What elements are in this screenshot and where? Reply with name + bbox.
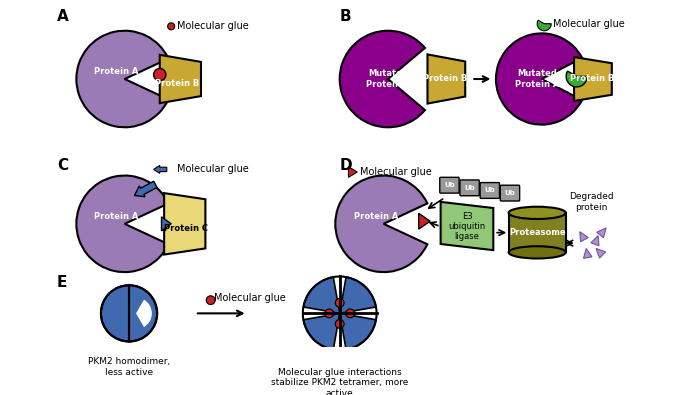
FancyArrow shape	[134, 181, 157, 197]
Text: Mutated
Protein A: Mutated Protein A	[515, 69, 560, 89]
Text: D: D	[340, 158, 352, 173]
Text: Protein B: Protein B	[423, 75, 467, 83]
Polygon shape	[161, 217, 171, 231]
FancyBboxPatch shape	[500, 185, 520, 201]
Polygon shape	[596, 248, 605, 258]
Text: Molecular glue: Molecular glue	[553, 19, 625, 29]
Text: Ub: Ub	[464, 185, 475, 191]
Text: Protein C: Protein C	[164, 224, 208, 233]
Wedge shape	[303, 313, 340, 350]
Polygon shape	[427, 55, 465, 103]
Text: Protein A: Protein A	[94, 212, 138, 221]
Circle shape	[335, 299, 344, 307]
FancyBboxPatch shape	[439, 177, 459, 193]
Wedge shape	[537, 20, 551, 31]
Polygon shape	[580, 232, 588, 242]
Text: Mutated
Protein A: Mutated Protein A	[366, 69, 410, 89]
Text: Molecular glue interactions
stabilize PKM2 tetramer, more
active: Molecular glue interactions stabilize PK…	[271, 368, 408, 395]
Wedge shape	[496, 33, 582, 125]
Circle shape	[346, 309, 354, 318]
FancyBboxPatch shape	[480, 182, 500, 198]
Text: Molecular glue: Molecular glue	[360, 167, 431, 177]
Wedge shape	[76, 175, 168, 272]
Text: PKM2 homodimer,
less active: PKM2 homodimer, less active	[88, 357, 170, 377]
Wedge shape	[566, 71, 587, 87]
Wedge shape	[101, 285, 129, 341]
Wedge shape	[340, 313, 376, 350]
Circle shape	[154, 68, 166, 81]
FancyArrow shape	[154, 166, 167, 173]
Wedge shape	[76, 31, 168, 127]
Polygon shape	[160, 55, 201, 103]
Ellipse shape	[509, 207, 566, 219]
Polygon shape	[583, 248, 592, 258]
Text: Molecular glue: Molecular glue	[214, 293, 286, 303]
Text: E: E	[57, 275, 68, 290]
Text: Protein A: Protein A	[354, 212, 399, 221]
Text: Molecular glue: Molecular glue	[178, 164, 249, 175]
Text: E3
ubiquitin
ligase: E3 ubiquitin ligase	[448, 212, 485, 241]
Polygon shape	[418, 213, 430, 229]
Circle shape	[167, 23, 175, 30]
Polygon shape	[591, 235, 599, 246]
Wedge shape	[335, 175, 427, 272]
Text: Proteasome: Proteasome	[509, 228, 566, 237]
Wedge shape	[303, 277, 340, 313]
Circle shape	[325, 309, 333, 318]
Text: Molecular glue: Molecular glue	[178, 21, 249, 31]
Wedge shape	[340, 31, 425, 127]
FancyBboxPatch shape	[460, 180, 479, 196]
Text: Ub: Ub	[505, 190, 515, 196]
Text: C: C	[57, 158, 68, 173]
Polygon shape	[597, 228, 606, 238]
Circle shape	[207, 296, 215, 305]
Circle shape	[335, 320, 344, 328]
Text: Protein B: Protein B	[155, 79, 199, 88]
Polygon shape	[348, 167, 357, 177]
Polygon shape	[164, 193, 205, 254]
Polygon shape	[441, 202, 493, 250]
Text: Ub: Ub	[444, 182, 455, 188]
Wedge shape	[136, 300, 152, 327]
Text: B: B	[340, 9, 351, 24]
Text: Degraded
protein: Degraded protein	[569, 192, 614, 212]
Bar	[509, 213, 566, 252]
Text: Protein B: Protein B	[570, 75, 615, 83]
Ellipse shape	[509, 246, 566, 258]
Wedge shape	[129, 285, 157, 341]
Wedge shape	[340, 277, 376, 313]
Text: Protein A: Protein A	[94, 68, 138, 77]
Polygon shape	[574, 57, 612, 101]
Text: Ub: Ub	[485, 188, 495, 194]
Text: A: A	[57, 9, 69, 24]
